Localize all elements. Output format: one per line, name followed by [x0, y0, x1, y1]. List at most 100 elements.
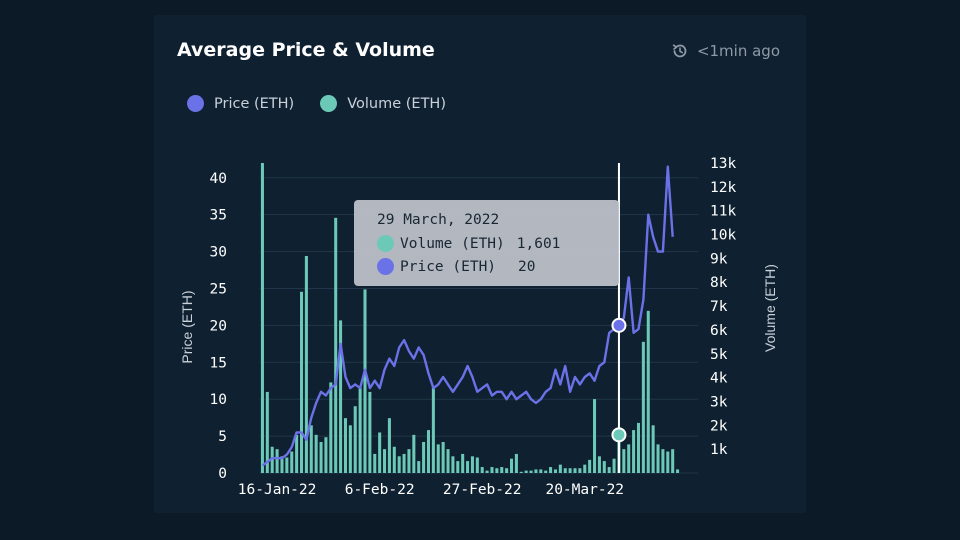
volume-bar: [426, 430, 431, 473]
y-left-tick-label: 35: [210, 208, 227, 224]
tooltip-price-row: Price (ETH) 20: [377, 258, 536, 275]
volume-bar: [373, 453, 377, 473]
legend-price-dot: [187, 95, 204, 112]
volume-bar: [583, 464, 587, 473]
y-right-tick-label: 13k: [710, 156, 736, 172]
legend-item-volume[interactable]: Volume (ETH): [320, 95, 446, 112]
price-hover-marker: [611, 317, 627, 333]
volume-hover-marker: [611, 427, 627, 443]
volume-bar: [505, 468, 509, 473]
volume-bar: [485, 470, 489, 473]
volume-bar: [544, 470, 548, 473]
tooltip-volume-row: Volume (ETH) 1,601: [377, 235, 560, 252]
volume-bar: [676, 469, 680, 473]
tooltip-price-value: 20: [518, 258, 536, 275]
volume-bar: [353, 406, 357, 473]
y-right-tick-label: 8k: [710, 275, 728, 291]
volume-bar: [290, 451, 294, 473]
volume-bar: [622, 449, 626, 473]
y-left-axis-title: Price (ETH): [179, 290, 195, 363]
volume-bar: [260, 163, 264, 473]
y-left-tick-label: 10: [210, 392, 227, 408]
volume-bar: [480, 467, 484, 473]
volume-bar: [529, 470, 533, 473]
volume-bar: [451, 456, 455, 473]
volume-bar: [509, 458, 514, 473]
volume-bar: [553, 469, 557, 473]
y-right-tick-label: 2k: [710, 418, 728, 434]
volume-bar: [358, 387, 362, 473]
volume-bar: [656, 444, 660, 473]
last-updated-text: <1min ago: [696, 42, 780, 60]
volume-bar: [490, 467, 494, 473]
y-right-tick-label: 1k: [710, 442, 728, 458]
y-left-tick-label: 0: [218, 466, 227, 482]
volume-bar: [539, 469, 543, 473]
volume-bar: [470, 456, 474, 473]
hover-tooltip: 29 March, 2022 Volume (ETH) 1,601 Price …: [354, 200, 619, 286]
volume-bar: [646, 310, 650, 473]
volume-bar: [285, 457, 289, 473]
volume-bar: [348, 425, 352, 473]
chart-title: Average Price & Volume: [177, 39, 435, 61]
volume-bar: [417, 461, 421, 473]
volume-bar: [383, 449, 387, 473]
volume-bar: [402, 453, 406, 473]
y-right-tick-label: 7k: [710, 299, 728, 315]
volume-bar: [495, 468, 499, 473]
volume-bar: [612, 458, 616, 473]
volume-bar: [641, 341, 645, 473]
volume-bar: [627, 444, 631, 473]
volume-bar: [461, 453, 465, 473]
volume-bar: [270, 446, 274, 473]
refresh-clock-icon[interactable]: [671, 42, 689, 60]
volume-bar: [456, 461, 460, 473]
volume-bar: [339, 320, 343, 473]
chart-legend: Price (ETH) Volume (ETH): [187, 95, 446, 112]
y-right-tick-label: 9k: [710, 251, 728, 267]
tooltip-date: 29 March, 2022: [377, 212, 500, 228]
volume-bar: [549, 467, 553, 473]
tooltip-price-label: Price (ETH): [400, 258, 497, 275]
y-right-tick-label: 12k: [710, 180, 736, 196]
y-left-tick-label: 25: [210, 281, 227, 297]
volume-bar: [636, 422, 641, 473]
volume-bar: [363, 289, 367, 473]
y-left-tick-label: 5: [218, 429, 227, 445]
volume-bar: [299, 291, 304, 473]
y-right-tick-label: 3k: [710, 394, 728, 410]
y-left-tick-label: 20: [210, 318, 227, 334]
volume-bar: [407, 449, 411, 473]
y-left-tick-label: 15: [210, 355, 227, 371]
volume-bar: [593, 399, 597, 473]
y-left-tick-label: 30: [210, 245, 227, 261]
tooltip-volume-dot: [377, 235, 394, 252]
legend-price-label: Price (ETH): [214, 95, 295, 112]
legend-volume-dot: [320, 95, 338, 112]
volume-bar: [422, 442, 426, 473]
volume-bar: [431, 387, 435, 473]
volume-bar: [275, 449, 279, 473]
volume-bar: [441, 442, 445, 473]
volume-bar: [519, 471, 523, 473]
volume-bar: [412, 434, 416, 473]
x-tick-label: 20-Mar-22: [545, 482, 624, 498]
volume-bar: [534, 469, 538, 473]
volume-bar: [324, 437, 328, 473]
volume-bar: [466, 461, 470, 473]
volume-bar: [563, 468, 567, 473]
volume-bar: [446, 449, 450, 473]
volume-bar: [666, 451, 670, 473]
tooltip-volume-label: Volume (ETH): [400, 235, 505, 252]
volume-bar: [578, 468, 582, 473]
volume-bar: [588, 459, 592, 473]
volume-bar: [568, 468, 572, 473]
x-tick-label: 27-Feb-22: [443, 482, 522, 498]
volume-bar: [309, 425, 313, 473]
volume-bar: [304, 256, 308, 473]
volume-bar: [314, 434, 318, 473]
legend-item-price[interactable]: Price (ETH): [187, 95, 294, 112]
volume-bar: [265, 391, 269, 473]
volume-bar: [334, 217, 338, 473]
